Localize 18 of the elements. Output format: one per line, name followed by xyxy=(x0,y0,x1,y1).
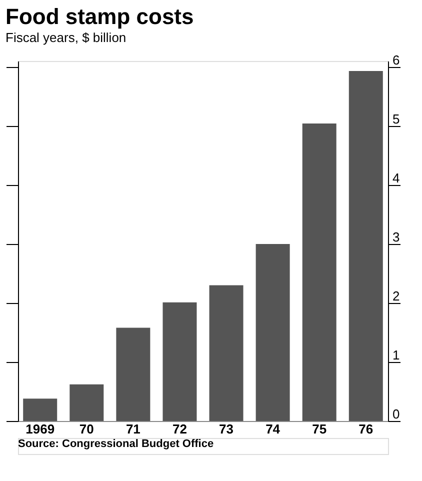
x-tick-label: 71 xyxy=(126,422,140,436)
source-note: Source: Congressional Budget Office xyxy=(18,438,214,450)
x-tick-label: 75 xyxy=(312,422,327,436)
y-tick-label: 0 xyxy=(392,406,400,422)
y-tick-label: 3 xyxy=(392,229,400,244)
x-tick-label: 70 xyxy=(79,422,94,436)
x-tick-label: 76 xyxy=(358,422,374,436)
x-tick-label: 1969 xyxy=(26,422,55,436)
y-tick-label: 6 xyxy=(392,52,400,68)
x-tick-label: 73 xyxy=(219,422,234,436)
x-tick-label: 74 xyxy=(266,422,281,436)
y-tick-label: 5 xyxy=(392,111,400,126)
chart-subtitle: Fiscal years, $ billion xyxy=(6,30,126,45)
y-tick-label: 2 xyxy=(392,288,400,304)
y-tick-label: 1 xyxy=(392,347,400,362)
y-tick-label: 4 xyxy=(392,170,400,186)
x-tick-label: 72 xyxy=(172,422,187,436)
chart-title: Food stamp costs xyxy=(6,4,194,29)
